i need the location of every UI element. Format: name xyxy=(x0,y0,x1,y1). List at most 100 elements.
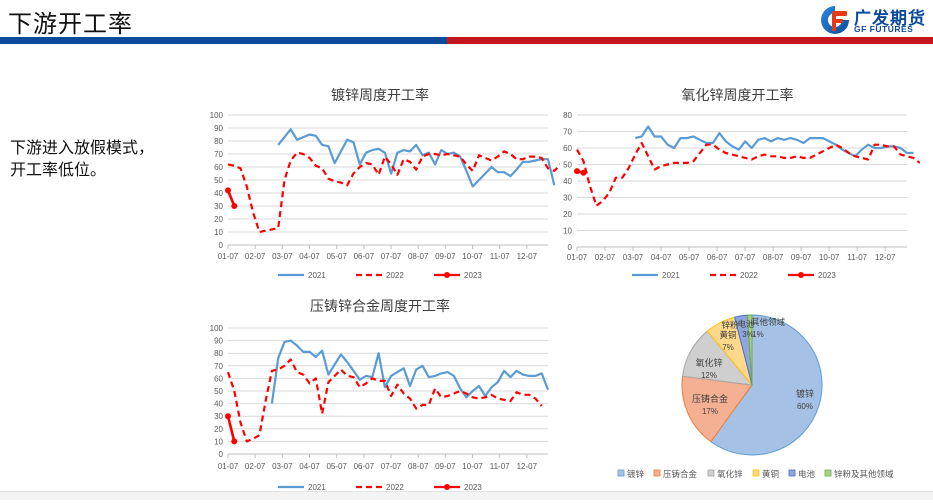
svg-text:2021: 2021 xyxy=(662,271,680,280)
series-2023-line xyxy=(226,415,236,442)
y-tick-label: 60 xyxy=(214,163,223,172)
pie-slice-1 xyxy=(681,375,753,443)
x-tick-label: 06-07 xyxy=(354,252,375,261)
y-tick-label: 10 xyxy=(214,437,223,446)
zinc-oxide-weekly-operating-rate-chart: 氧化锌周度开工率 0 10 20 30 40 50 60 70 80 01-07 02-07 03-0… xyxy=(555,82,921,287)
pie-legend-item-3: 黄铜 xyxy=(752,469,779,479)
pie-pct-label: 17% xyxy=(702,407,718,416)
pie-label: 镀锌 xyxy=(796,388,814,399)
pie-label: 电池 xyxy=(737,319,755,329)
chart-plot: 0 10 20 30 40 50 60 70 80 01-07 02-07 03-07 04-07 05-… xyxy=(563,111,921,280)
y-tick-label: 0 xyxy=(219,241,224,250)
summary-line-1: 下游进入放假模式， xyxy=(10,138,155,157)
y-tick-label: 100 xyxy=(210,324,224,333)
y-tick-label: 80 xyxy=(214,137,223,146)
x-tick-label: 01-07 xyxy=(567,253,588,262)
x-tick-label: 10-07 xyxy=(462,462,483,471)
x-tick-label: 04-07 xyxy=(651,253,672,262)
y-tick-label: 20 xyxy=(214,215,223,224)
pie-legend-item-2: 氧化锌 xyxy=(707,469,743,479)
y-tick-label: 80 xyxy=(214,349,223,358)
x-tick-label: 12-07 xyxy=(517,462,538,471)
series-2021-line xyxy=(277,128,556,188)
pie-slice-5 xyxy=(747,314,753,386)
series-2021-line xyxy=(634,125,914,158)
x-tick-label: 10-07 xyxy=(462,252,483,261)
y-tick-label: 90 xyxy=(214,124,223,133)
y-tick-label: 40 xyxy=(214,400,223,409)
pie-pct-label: 60% xyxy=(797,402,813,411)
logo-text-cn: 广发期货 xyxy=(854,9,926,29)
series-2023-marker xyxy=(225,413,231,420)
y-tick-label: 80 xyxy=(563,111,572,120)
svg-text:2022: 2022 xyxy=(386,271,404,280)
x-tick-label: 05-07 xyxy=(326,252,347,261)
x-tick-label: 11-07 xyxy=(847,253,867,262)
svg-text:锌粉及其他领域: 锌粉及其他领域 xyxy=(834,469,894,479)
pie-legend-item-0: 镀锌 xyxy=(617,469,645,479)
x-tick-label: 02-07 xyxy=(245,252,266,261)
gf-logo-mark-icon xyxy=(821,6,849,34)
x-tick-label: 07-07 xyxy=(735,253,756,262)
y-tick-label: 10 xyxy=(214,228,223,237)
zinc-consumption-pie-chart: 镀锌 60% 压铸合金 17% 氧化锌 12% 锌粉 黄铜 7% 电池 3% 其他领域 1% 镀锌 压铸合金… xyxy=(610,305,920,495)
series-2022-line xyxy=(227,150,574,234)
svg-text:黄铜: 黄铜 xyxy=(762,469,779,479)
legend-item-2022: 2022 xyxy=(356,483,404,492)
y-tick-label: 20 xyxy=(563,210,572,219)
bottom-scroll-strip xyxy=(0,491,933,500)
y-tick-label: 50 xyxy=(563,161,572,170)
legend-item-2023: 2023 xyxy=(788,271,836,280)
pie-label: 黄铜 xyxy=(719,330,736,340)
y-tick-label: 30 xyxy=(563,194,572,203)
svg-text:2023: 2023 xyxy=(464,483,482,492)
series-2022-line xyxy=(226,358,543,443)
y-tick-label: 30 xyxy=(214,202,223,211)
x-tick-label: 07-07 xyxy=(381,462,402,471)
galvanizing-weekly-operating-rate-chart: 镀锌周度开工率 0 10 20 30 40 50 60 70 80 90 100 01-07 02-07… xyxy=(200,82,574,287)
x-tick-label: 04-07 xyxy=(299,252,320,261)
x-tick-label: 03-07 xyxy=(272,462,293,471)
y-tick-label: 50 xyxy=(214,387,223,396)
page-title: 下游开工率 xyxy=(8,10,133,38)
x-tick-label: 09-07 xyxy=(435,462,456,471)
svg-text:氧化锌: 氧化锌 xyxy=(717,469,743,479)
svg-text:2023: 2023 xyxy=(818,271,836,280)
x-tick-label: 03-07 xyxy=(623,253,644,262)
pie-legend-item-1: 压铸合金 xyxy=(653,469,698,479)
pie-pct-label: 7% xyxy=(722,343,734,352)
x-tick-label: 05-07 xyxy=(679,253,700,262)
svg-text:2022: 2022 xyxy=(740,271,758,280)
x-tick-label: 08-07 xyxy=(763,253,784,262)
chart-title: 镀锌周度开工率 xyxy=(331,88,429,104)
y-tick-label: 90 xyxy=(214,337,223,346)
y-tick-label: 50 xyxy=(214,176,223,185)
x-tick-label: 02-07 xyxy=(595,253,616,262)
x-tick-label: 04-07 xyxy=(299,462,320,471)
svg-text:压铸合金: 压铸合金 xyxy=(663,469,698,479)
series-2023-marker xyxy=(225,187,231,194)
legend-item-2023: 2023 xyxy=(434,271,482,280)
x-tick-label: 09-07 xyxy=(791,253,812,262)
series-2022-line xyxy=(576,141,921,207)
svg-text:2023: 2023 xyxy=(464,271,482,280)
x-tick-label: 03-07 xyxy=(272,252,293,261)
header-divider-blue xyxy=(0,37,447,44)
svg-text:镀锌: 镀锌 xyxy=(627,469,645,479)
y-tick-label: 70 xyxy=(214,150,223,159)
series-2023-marker xyxy=(574,168,580,175)
pie-legend-item-5: 锌粉及其他领域 xyxy=(824,469,894,479)
series-2023-marker xyxy=(580,169,587,176)
y-tick-label: 30 xyxy=(214,412,223,421)
header-divider-red xyxy=(447,37,933,44)
die-casting-alloy-weekly-operating-rate-chart: 压铸锌合金周度开工率 0 10 20 30 40 50 60 70 80 90 100 01-07 02… xyxy=(200,292,560,499)
svg-text:2021: 2021 xyxy=(308,271,326,280)
pie-label: 其他领域 xyxy=(751,317,786,327)
logo-text-en: GF FUTURES xyxy=(854,24,914,34)
legend-item-2021: 2021 xyxy=(278,483,326,492)
x-tick-label: 12-07 xyxy=(875,253,896,262)
y-tick-label: 0 xyxy=(219,450,224,459)
